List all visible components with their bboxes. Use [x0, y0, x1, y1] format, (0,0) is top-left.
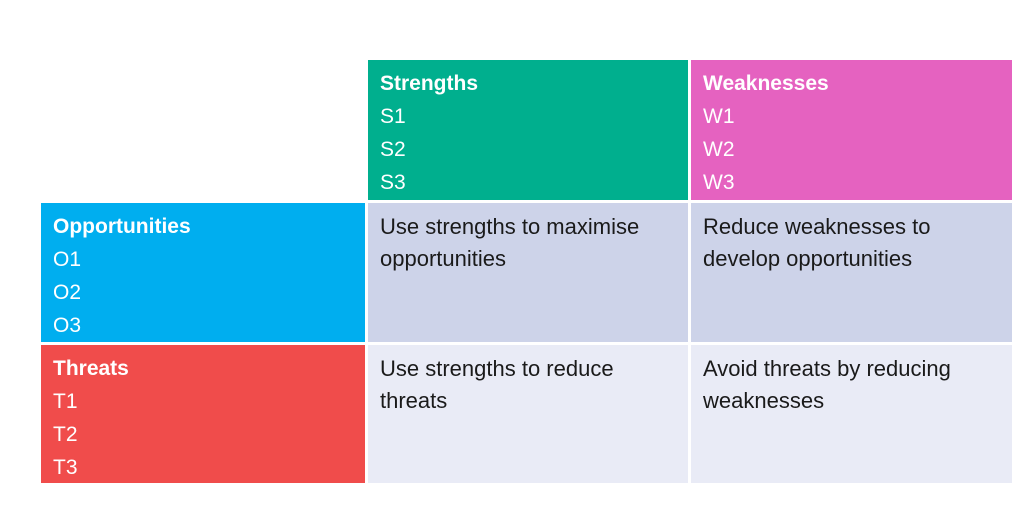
- threats-item: T2: [53, 423, 78, 446]
- strengths-item: S1: [380, 105, 406, 128]
- threats-item: T3: [53, 456, 78, 479]
- wo-strategy-cell: Reduce weaknesses to develop opportuniti…: [691, 203, 1012, 342]
- opportunities-item: O2: [53, 281, 82, 304]
- strengths-item: S2: [380, 138, 406, 161]
- so-strategy-text: Use strengths to maximise opportunities: [380, 214, 640, 271]
- threats-title: Threats: [53, 357, 129, 380]
- weaknesses-item: W2: [703, 138, 735, 161]
- threats-item: T1: [53, 390, 78, 413]
- opportunities-title: Opportunities: [53, 215, 191, 238]
- st-strategy-text: Use strengths to reduce threats: [380, 356, 614, 413]
- weaknesses-item: W1: [703, 105, 735, 128]
- wt-strategy-text: Avoid threats by reducing weaknesses: [703, 356, 951, 413]
- wt-strategy-cell: Avoid threats by reducing weaknesses: [691, 345, 1012, 483]
- strengths-title: Strengths: [380, 72, 479, 95]
- opportunities-item: O1: [53, 248, 82, 271]
- weaknesses-header-cell: Weaknesses W1 W2 W3: [691, 60, 1012, 200]
- so-strategy-cell: Use strengths to maximise opportunities: [368, 203, 688, 342]
- opportunities-header-cell: Opportunities O1 O2 O3: [41, 203, 365, 342]
- st-strategy-cell: Use strengths to reduce threats: [368, 345, 688, 483]
- opportunities-item: O3: [53, 314, 82, 337]
- weaknesses-item: W3: [703, 171, 735, 194]
- weaknesses-title: Weaknesses: [703, 72, 829, 95]
- threats-header-cell: Threats T1 T2 T3: [41, 345, 365, 483]
- strengths-header-cell: Strengths S1 S2 S3: [368, 60, 688, 200]
- swot-matrix: Strengths S1 S2 S3 Weaknesses W1 W2 W3 O…: [41, 60, 1012, 483]
- strengths-item: S3: [380, 171, 406, 194]
- empty-corner-cell: [41, 60, 365, 200]
- wo-strategy-text: Reduce weaknesses to develop opportuniti…: [703, 214, 931, 271]
